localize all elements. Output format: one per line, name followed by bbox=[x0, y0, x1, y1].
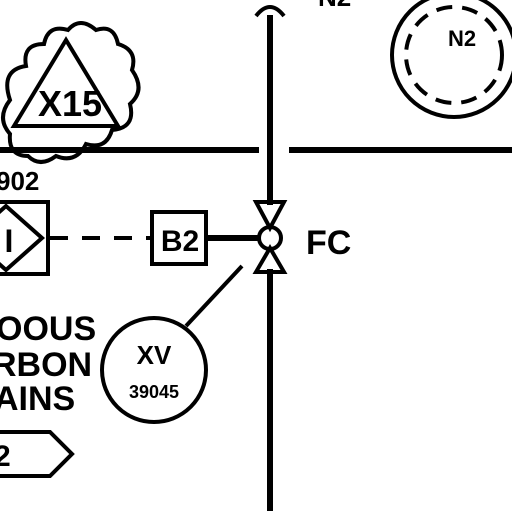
side-text-line-3: AINS bbox=[0, 380, 75, 418]
side-text-line-1: OOUS bbox=[0, 310, 96, 348]
pipe-end-cap bbox=[254, 5, 286, 18]
n2-instrument-bubble[interactable]: N2 bbox=[390, 0, 512, 119]
offpage-connector-label: 2 bbox=[0, 440, 11, 473]
b2-block[interactable]: B2 bbox=[150, 210, 208, 266]
xv-function-label: XV bbox=[137, 340, 172, 370]
triangle-sub-label: 902 bbox=[0, 166, 39, 196]
triangle-flag[interactable]: X15 bbox=[10, 36, 122, 128]
n2-line-label: N2 bbox=[318, 0, 351, 12]
triangle-flag-label: X15 bbox=[38, 83, 102, 124]
revision-cloud bbox=[1, 21, 141, 164]
control-valve[interactable] bbox=[252, 200, 288, 274]
offpage-connector[interactable]: 2 bbox=[0, 430, 75, 478]
side-text-line-2: RBON bbox=[0, 346, 92, 384]
interlock-label: I bbox=[5, 223, 14, 259]
interlock-symbol[interactable]: I bbox=[0, 200, 50, 276]
xv-instrument-bubble[interactable]: XV 39045 bbox=[100, 316, 208, 424]
n2-bubble-label: N2 bbox=[448, 26, 476, 51]
leader-line bbox=[184, 264, 244, 328]
b2-block-label: B2 bbox=[161, 225, 199, 258]
fail-closed-label: FC bbox=[306, 224, 351, 262]
xv-number-label: 39045 bbox=[129, 382, 179, 402]
